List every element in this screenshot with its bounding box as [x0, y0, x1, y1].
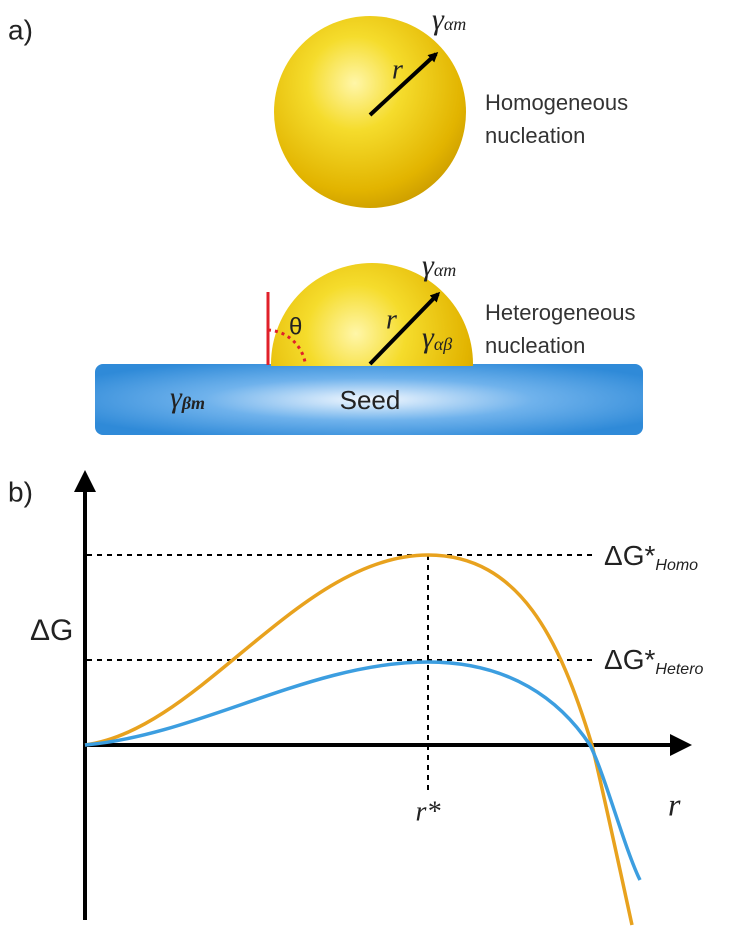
- homo-curve: [85, 555, 632, 925]
- subscript: Homo: [655, 557, 698, 574]
- seed-label: Seed: [340, 385, 401, 415]
- panel-label: a): [8, 14, 33, 45]
- caption: nucleation: [485, 333, 585, 358]
- symbol: ΔG*: [604, 644, 655, 675]
- hetero-label: ΔG*Hetero: [604, 644, 704, 678]
- subscript: βm: [181, 393, 205, 413]
- hetero-curve: [85, 662, 640, 880]
- subscript: Hetero: [655, 661, 703, 678]
- gamma-label: γαm: [432, 3, 466, 36]
- subscript: αm: [444, 14, 466, 34]
- radius-label: r: [392, 54, 403, 85]
- r-star-label: r*: [416, 796, 441, 827]
- caption: Heterogeneous: [485, 300, 635, 325]
- caption: nucleation: [485, 123, 585, 148]
- subscript: αβ: [434, 334, 452, 354]
- caption: Homogeneous: [485, 90, 628, 115]
- subscript: αm: [434, 260, 456, 280]
- radius-label: r: [386, 304, 397, 335]
- panel-label: b): [8, 476, 33, 507]
- homo-label: ΔG*Homo: [604, 540, 698, 574]
- angle-label: θ: [289, 313, 302, 340]
- y-axis-label: ΔG: [30, 614, 73, 647]
- gamma-label: γαm: [422, 249, 456, 282]
- symbol: ΔG*: [604, 540, 655, 571]
- x-axis-label: r: [668, 786, 681, 822]
- figure: a) r γαm Homogeneous nucleation θ r γαm …: [0, 0, 732, 933]
- homogeneous-nucleus: [274, 16, 466, 208]
